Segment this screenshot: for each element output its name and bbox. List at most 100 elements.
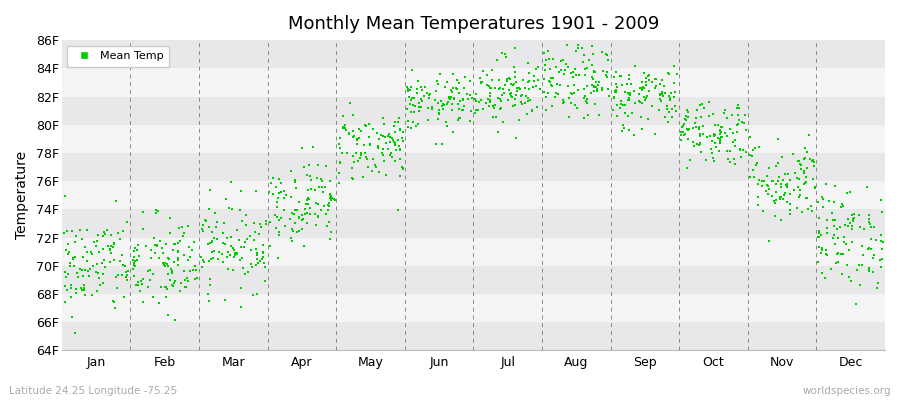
Point	[389, 147, 403, 153]
Point	[290, 207, 304, 213]
Point	[141, 268, 156, 274]
Point	[449, 85, 464, 92]
Point	[438, 119, 453, 125]
Point	[652, 107, 666, 113]
Point	[479, 100, 493, 106]
Point	[778, 190, 792, 196]
Point	[272, 229, 286, 235]
Point	[852, 224, 867, 230]
Point	[596, 67, 610, 74]
Point	[345, 165, 359, 172]
Point	[862, 268, 877, 274]
Point	[224, 242, 238, 249]
Point	[730, 105, 744, 111]
Point	[678, 131, 692, 137]
Point	[529, 82, 544, 89]
Point	[493, 98, 508, 105]
Point	[561, 83, 575, 90]
Point	[847, 214, 861, 221]
Point	[806, 176, 820, 183]
Point	[521, 86, 535, 92]
Bar	[62, 294, 885, 322]
Point	[668, 102, 682, 109]
Point	[303, 211, 318, 217]
Point	[199, 218, 213, 224]
Point	[783, 176, 797, 183]
Point	[482, 90, 497, 96]
Point	[325, 195, 339, 202]
Point	[792, 158, 806, 164]
Point	[586, 76, 600, 82]
Point	[560, 42, 574, 48]
Point	[544, 82, 559, 88]
Point	[508, 78, 523, 85]
Point	[269, 225, 284, 231]
Point	[755, 178, 770, 184]
Point	[564, 100, 579, 106]
Point	[66, 228, 80, 234]
Point	[526, 83, 540, 90]
Point	[468, 110, 482, 116]
Point	[818, 275, 832, 281]
Point	[846, 211, 860, 217]
Point	[751, 160, 765, 166]
Point	[485, 113, 500, 120]
Point	[667, 80, 681, 86]
Point	[412, 104, 427, 110]
Point	[769, 196, 783, 203]
Point	[363, 141, 377, 148]
Point	[874, 264, 888, 270]
Point	[160, 270, 175, 277]
Point	[310, 200, 325, 207]
Point	[392, 126, 407, 133]
Point	[80, 227, 94, 233]
Point	[566, 90, 580, 96]
Point	[264, 179, 278, 186]
Point	[206, 255, 220, 261]
Point	[418, 84, 433, 90]
Point	[166, 247, 180, 253]
Point	[520, 98, 535, 105]
Point	[518, 99, 532, 106]
Point	[183, 254, 197, 260]
Point	[238, 212, 253, 218]
Point	[712, 148, 726, 154]
Point	[391, 206, 405, 213]
Point	[332, 170, 347, 176]
Point	[159, 285, 174, 292]
Point	[500, 97, 515, 103]
Point	[520, 110, 535, 117]
Point	[829, 259, 843, 266]
Point	[86, 263, 101, 270]
Point	[815, 196, 830, 202]
Point	[404, 66, 419, 73]
Point	[828, 183, 842, 189]
Point	[270, 204, 284, 211]
Point	[760, 191, 775, 198]
Point	[715, 124, 729, 130]
Point	[679, 112, 693, 119]
Point	[742, 134, 757, 140]
Point	[348, 150, 363, 156]
Point	[874, 232, 888, 238]
Point	[163, 277, 177, 284]
Point	[636, 84, 651, 91]
Point	[116, 228, 130, 234]
Point	[277, 207, 292, 213]
Point	[401, 86, 416, 92]
Point	[739, 149, 753, 155]
Point	[376, 115, 391, 121]
Point	[153, 238, 167, 245]
Point	[62, 249, 77, 255]
Legend: Mean Temp: Mean Temp	[68, 46, 169, 67]
Point	[616, 82, 630, 89]
Point	[815, 204, 830, 210]
Point	[235, 218, 249, 224]
Point	[172, 225, 186, 232]
Point	[77, 267, 92, 273]
Point	[64, 282, 78, 289]
Point	[773, 184, 788, 190]
Point	[635, 84, 650, 90]
Point	[634, 84, 649, 91]
Point	[392, 115, 407, 122]
